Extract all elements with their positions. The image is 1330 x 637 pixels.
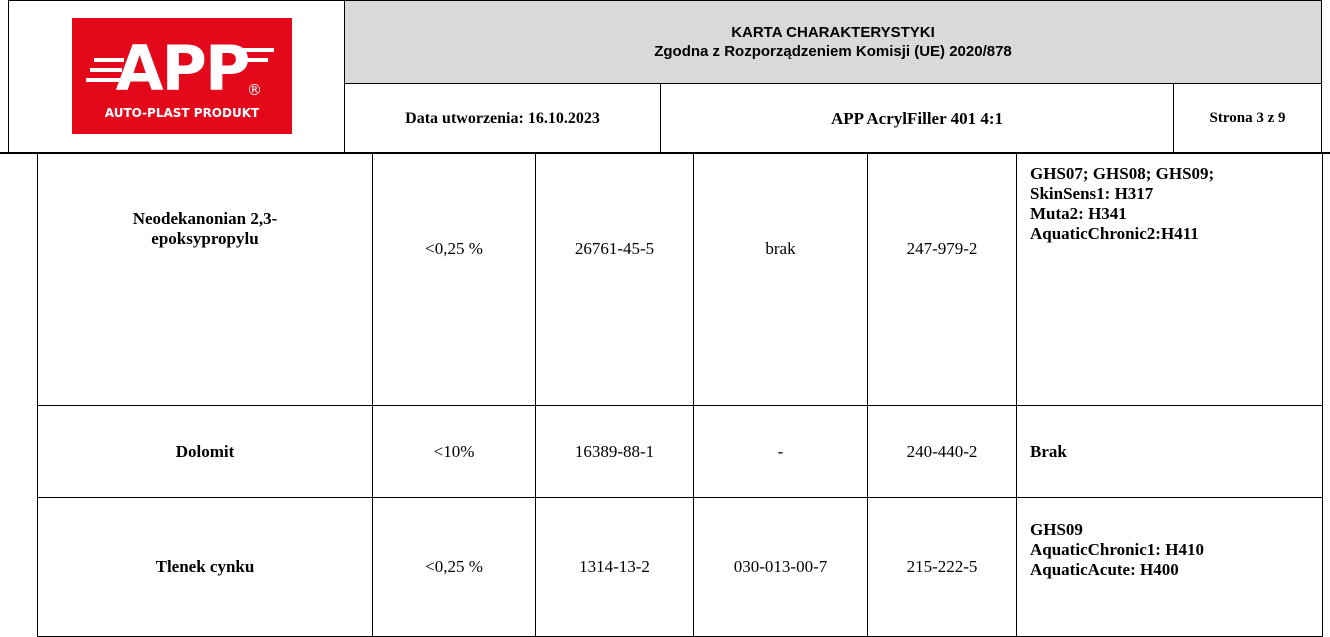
logo-stripe: [90, 68, 122, 72]
hazard-line: GHS07; GHS08; GHS09;: [1030, 164, 1215, 183]
logo-cell: APP ® AUTO-PLAST PRODUKT: [8, 0, 345, 154]
logo-stripe: [238, 58, 268, 62]
index-cell: 030-013-00-7: [693, 497, 868, 637]
hazard-line: AquaticAcute: H400: [1030, 560, 1179, 579]
name-cell: Dolomit: [37, 405, 373, 498]
index-cell: brak: [693, 153, 868, 406]
hazard-cell: GHS09 AquaticChronic1: H410 AquaticAcute: …: [1016, 497, 1323, 637]
name-line: Neodekanonian 2,3-: [132, 209, 278, 228]
cas-cell: 16389-88-1: [535, 405, 694, 498]
ec-cell: 215-222-5: [867, 497, 1017, 637]
name-line: Dolomit: [175, 441, 235, 461]
name-line: epoksypropylu: [151, 229, 259, 248]
product-cell: APP AcrylFiller 401 4:1: [660, 83, 1174, 154]
name-cell: Neodekanonian 2,3- epoksypropylu: [37, 153, 373, 406]
hazard-line: SkinSens1: H317: [1030, 184, 1154, 203]
name-cell: Tlenek cynku: [37, 497, 373, 637]
logo-stripe: [240, 48, 274, 52]
date-cell: Data utworzenia: 16.10.2023: [344, 83, 661, 154]
title-line: Zgodna z Rozporządzeniem Komisji (UE) 20…: [654, 43, 1012, 60]
hazard-line: Brak: [1030, 441, 1067, 461]
page-cell: Strona 3 z 9: [1173, 83, 1322, 154]
cas-cell: 1314-13-2: [535, 497, 694, 637]
title-cell: KARTA CHARAKTERYSTYKI Zgodna z Rozporząd…: [344, 0, 1322, 84]
concentration-cell: <0,25 %: [372, 497, 536, 637]
logo: APP ® AUTO-PLAST PRODUKT: [72, 18, 292, 134]
hazard-cell: Brak: [1016, 405, 1323, 498]
logo-stripe: [86, 78, 120, 82]
logo-registered: ®: [247, 81, 262, 99]
concentration-cell: <0,25 %: [372, 153, 536, 406]
logo-subtitle: AUTO-PLAST PRODUKT: [104, 106, 260, 120]
name-line: Tlenek cynku: [155, 557, 255, 576]
hazard-line: AquaticChronic1: H410: [1030, 540, 1204, 559]
ec-cell: 240-440-2: [867, 405, 1017, 498]
title-line: KARTA CHARAKTERYSTYKI: [731, 24, 935, 41]
ec-cell: 247-979-2: [867, 153, 1017, 406]
hazard-line: Muta2: H341: [1030, 204, 1127, 223]
index-cell: -: [693, 405, 868, 498]
hazard-line: GHS09: [1030, 520, 1083, 539]
cas-cell: 26761-45-5: [535, 153, 694, 406]
hazard-line: AquaticChronic2:H411: [1030, 224, 1199, 243]
logo-stripe: [94, 58, 124, 62]
logo-text: APP: [115, 32, 251, 105]
hazard-cell: GHS07; GHS08; GHS09; SkinSens1: H317 Muta2…: [1016, 153, 1323, 406]
concentration-cell: <10%: [372, 405, 536, 498]
